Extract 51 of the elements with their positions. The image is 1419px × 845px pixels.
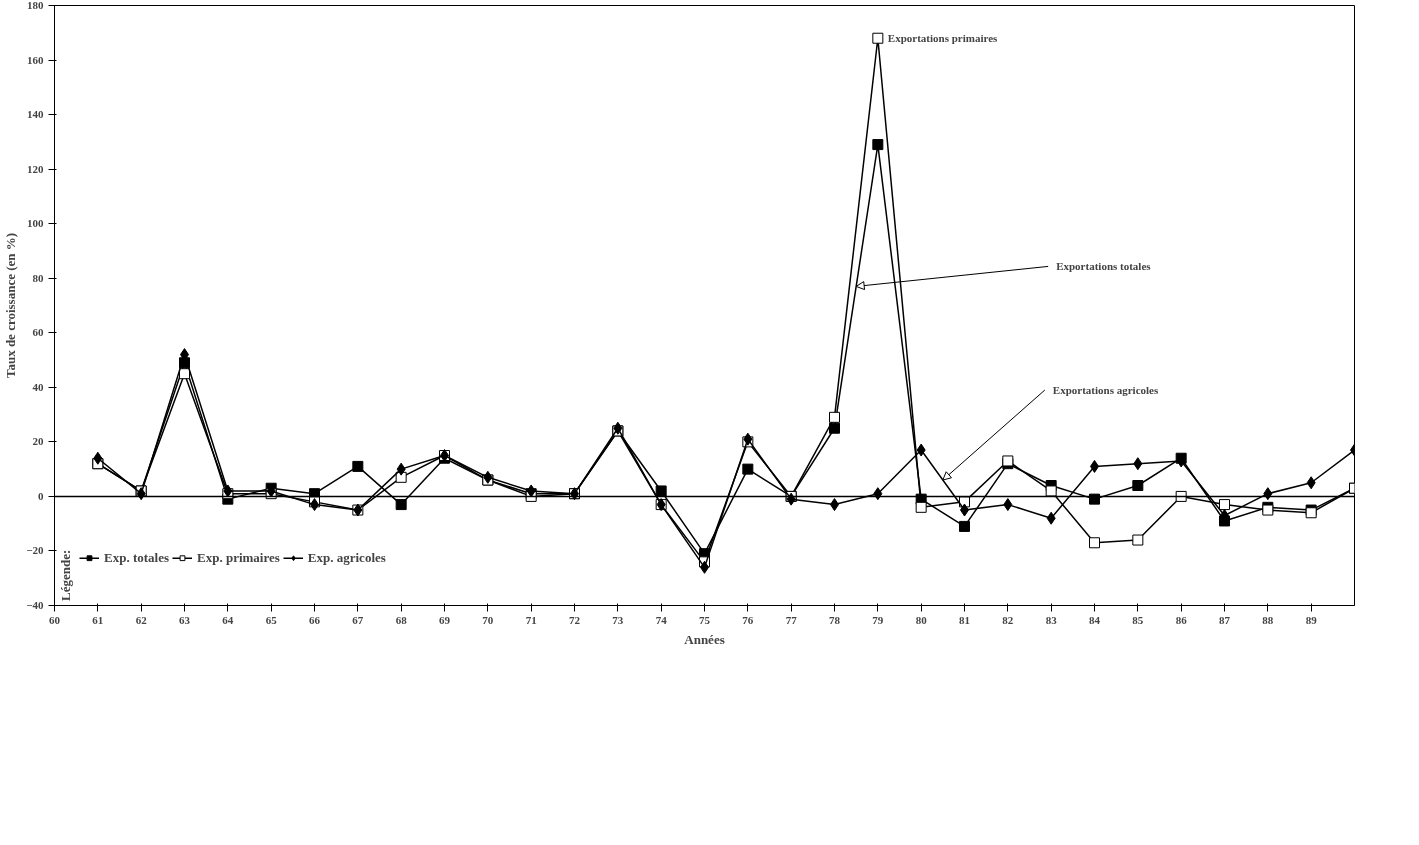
x-tick-label: 79 bbox=[872, 613, 884, 626]
x-tick-label: 60 bbox=[49, 613, 61, 626]
x-tick-label: 72 bbox=[569, 613, 581, 626]
x-tick-label: 63 bbox=[179, 613, 191, 626]
y-tick-label: 160 bbox=[27, 53, 44, 66]
x-tick-label: 84 bbox=[1089, 613, 1101, 626]
legend-label: Exp. primaires bbox=[197, 549, 280, 566]
y-tick-label: −20 bbox=[26, 544, 44, 557]
x-tick-label: 71 bbox=[525, 613, 537, 626]
y-tick-label: 120 bbox=[27, 162, 44, 175]
x-tick-label: 78 bbox=[829, 613, 841, 626]
annotation: Exportations totales bbox=[1056, 260, 1152, 273]
x-tick-label: 66 bbox=[309, 613, 321, 626]
y-tick-label: 180 bbox=[27, 0, 44, 11]
y-tick-label: 100 bbox=[27, 217, 44, 230]
x-tick-label: 85 bbox=[1132, 613, 1144, 626]
x-tick-label: 76 bbox=[742, 613, 754, 626]
annotation: Exportations primaires bbox=[887, 32, 999, 45]
x-tick-label: 82 bbox=[1002, 613, 1014, 626]
x-tick-label: 67 bbox=[352, 613, 364, 626]
legend-label: Exp. totales bbox=[104, 549, 169, 566]
x-tick-label: 77 bbox=[785, 613, 798, 626]
y-tick-label: 80 bbox=[32, 271, 44, 284]
annotation: Exportations agricoles bbox=[1052, 384, 1159, 397]
legend-title: Légende: bbox=[58, 549, 74, 601]
y-tick-label: 140 bbox=[27, 108, 44, 121]
x-tick-label: 68 bbox=[395, 613, 408, 626]
x-tick-label: 65 bbox=[265, 613, 278, 626]
x-tick-label: 86 bbox=[1175, 613, 1188, 626]
x-tick-label: 81 bbox=[959, 613, 970, 626]
y-tick-label: 20 bbox=[32, 435, 44, 448]
x-tick-label: 73 bbox=[612, 613, 624, 626]
x-tick-label: 64 bbox=[222, 613, 234, 626]
x-tick-label: 83 bbox=[1045, 613, 1058, 626]
x-tick-label: 87 bbox=[1219, 613, 1231, 626]
y-axis-title: Taux de croissance (en %) bbox=[3, 232, 19, 379]
x-tick-label: 61 bbox=[92, 613, 104, 626]
y-tick-label: 40 bbox=[32, 380, 44, 393]
legend-label: Exp. agricoles bbox=[307, 549, 386, 566]
x-tick-label: 69 bbox=[439, 613, 451, 626]
x-tick-label: 89 bbox=[1305, 613, 1318, 626]
x-tick-label: 80 bbox=[915, 613, 928, 626]
y-tick-label: 0 bbox=[38, 489, 44, 502]
y-tick-label: −40 bbox=[26, 599, 44, 611]
x-axis-title: Années bbox=[684, 631, 725, 647]
x-tick-label: 62 bbox=[135, 613, 148, 626]
y-tick-label: 60 bbox=[32, 326, 44, 339]
x-tick-label: 74 bbox=[655, 613, 668, 626]
x-tick-label: 75 bbox=[699, 613, 711, 626]
x-tick-label: 88 bbox=[1262, 613, 1274, 626]
x-tick-label: 70 bbox=[482, 613, 494, 626]
